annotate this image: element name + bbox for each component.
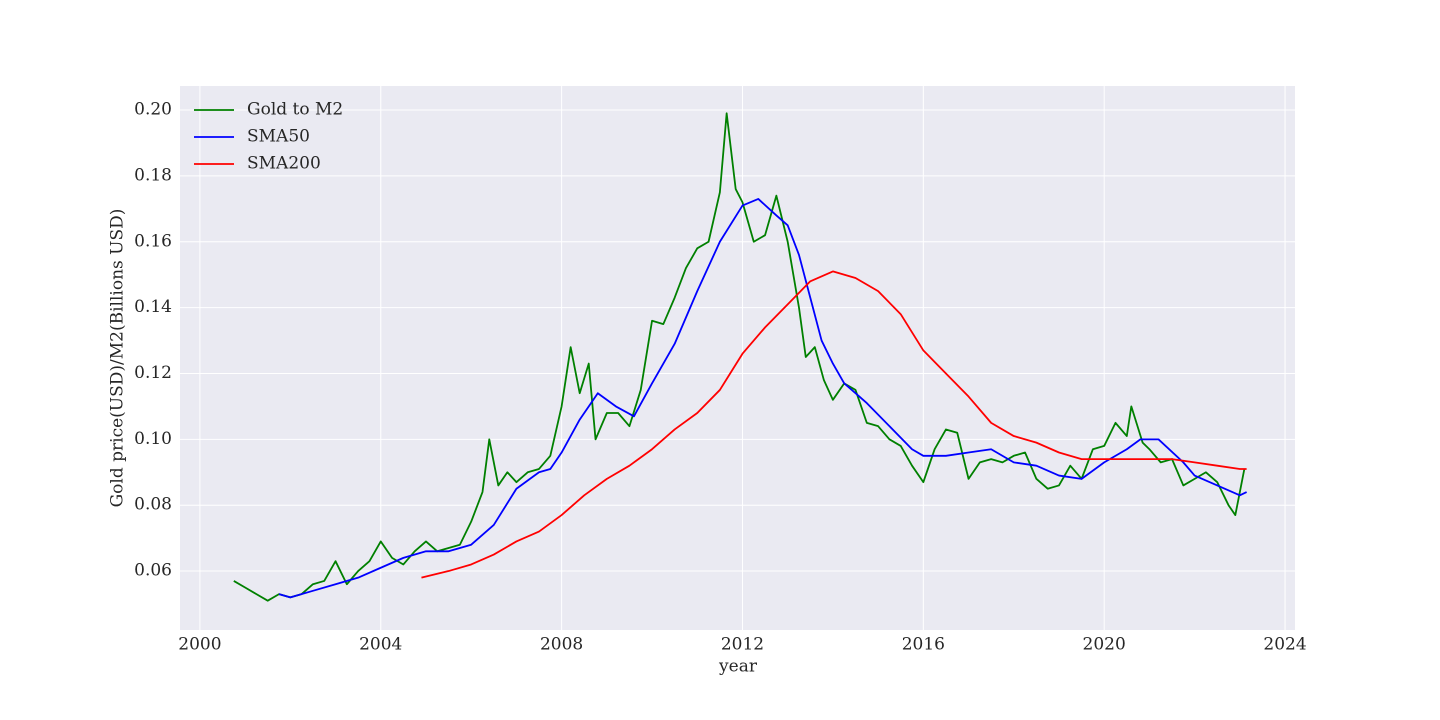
y-tick-label: 0.12 [134, 363, 172, 383]
y-tick-label: 0.08 [134, 495, 172, 515]
y-axis-label: Gold price(USD)/M2(Billions USD) [108, 209, 128, 508]
data-line [278, 198, 1248, 599]
legend-label: Gold to M2 [247, 100, 343, 120]
y-tick-label: 0.18 [134, 165, 172, 185]
legend-label: SMA50 [247, 127, 310, 147]
x-tick-label: 2004 [359, 635, 402, 655]
data-line [421, 270, 1247, 579]
y-tick-label: 0.20 [134, 100, 172, 120]
x-axis-label: year [718, 657, 758, 677]
y-tick-label: 0.14 [134, 297, 172, 317]
plot-area [180, 86, 1295, 630]
x-tick-label: 2016 [902, 635, 945, 655]
y-tick-label: 0.10 [134, 429, 172, 449]
x-tick-label: 2008 [540, 635, 583, 655]
data-line [233, 112, 1246, 602]
x-tick-label: 2024 [1263, 635, 1306, 655]
legend-label: SMA200 [247, 154, 321, 174]
y-tick-label: 0.06 [134, 561, 172, 581]
x-tick-label: 2012 [721, 635, 764, 655]
grid [180, 86, 1295, 630]
y-tick-label: 0.16 [134, 231, 172, 251]
x-tick-label: 2020 [1083, 635, 1126, 655]
x-tick-label: 2000 [178, 635, 221, 655]
